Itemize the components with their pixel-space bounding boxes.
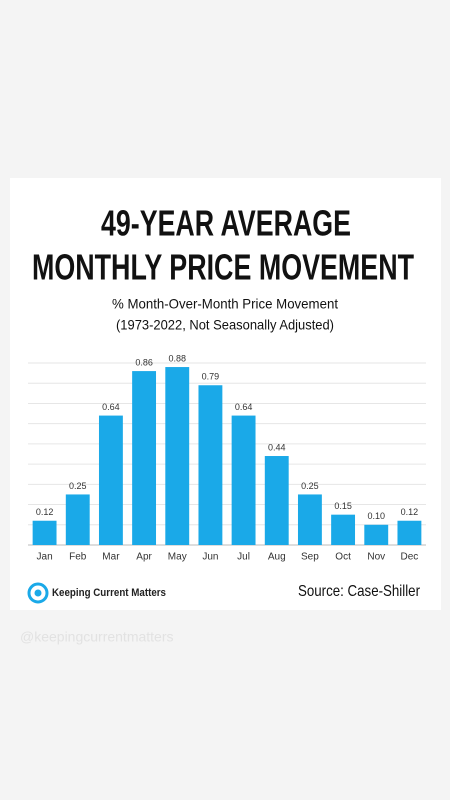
bar: [297, 494, 322, 545]
chart-subtitle: (1973-2022, Not Seasonally Adjusted): [116, 317, 334, 333]
chart-title: MONTHLY PRICE MOVEMENT: [32, 247, 414, 288]
brand-name: Keeping Current Matters: [52, 587, 166, 599]
x-tick-label: Dec: [401, 552, 419, 563]
x-tick-label: Jan: [37, 552, 53, 563]
x-tick-label: Oct: [335, 552, 351, 563]
bar: [264, 456, 289, 545]
chart-subtitle: % Month-Over-Month Price Movement: [112, 296, 338, 312]
value-label: 0.12: [401, 507, 419, 517]
watermark: @keepingcurrentmatters: [20, 629, 174, 645]
bar: [331, 514, 356, 545]
chart-title: 49-YEAR AVERAGE: [101, 203, 351, 244]
bar: [397, 520, 422, 545]
bar: [98, 415, 123, 545]
value-label: 0.10: [367, 511, 385, 521]
value-label: 0.44: [268, 442, 286, 452]
value-label: 0.64: [102, 402, 120, 412]
source: Source: Case-Shiller: [298, 583, 421, 600]
x-tick-label: Jun: [202, 552, 218, 563]
x-tick-label: Nov: [367, 552, 385, 563]
value-label: 0.25: [301, 481, 319, 491]
x-tick-label: May: [168, 552, 187, 563]
bar: [165, 367, 190, 545]
bar: [32, 520, 57, 545]
x-tick-label: Jul: [237, 552, 250, 563]
value-label: 0.64: [235, 402, 253, 412]
value-label: 0.25: [69, 481, 87, 491]
brand-logo: [27, 582, 49, 604]
x-tick-label: Apr: [136, 552, 152, 563]
bar: [231, 415, 256, 545]
brand-logo: [34, 589, 42, 597]
x-tick-label: Sep: [301, 552, 319, 563]
value-label: 0.12: [36, 507, 54, 517]
x-tick-label: Aug: [268, 552, 286, 563]
x-tick-label: Mar: [102, 552, 120, 563]
bar: [364, 524, 389, 545]
bar: [198, 385, 223, 545]
value-label: 0.79: [202, 372, 220, 382]
x-tick-label: Feb: [69, 552, 87, 563]
bar: [65, 494, 90, 545]
bar: [132, 371, 157, 545]
value-label: 0.86: [135, 357, 153, 367]
value-label: 0.88: [168, 353, 186, 363]
value-label: 0.15: [334, 501, 352, 511]
